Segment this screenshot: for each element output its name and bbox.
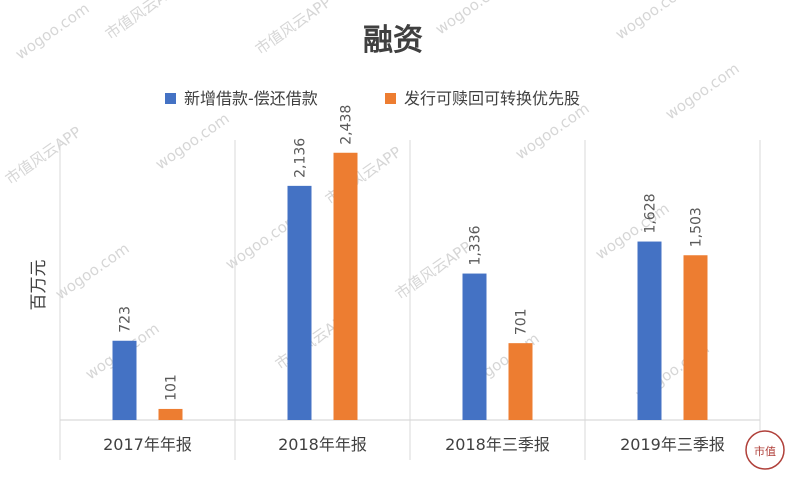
bar-series-1 <box>637 241 662 420</box>
watermark-text: 市值风云APP <box>252 0 335 58</box>
legend-swatch-series-2 <box>385 93 396 104</box>
bar-series-1 <box>287 185 312 420</box>
data-label-series-1: 2,136 <box>293 138 309 178</box>
x-axis-ticks: 2017年年报 2018年年报 2018年三季报 2019年三季报 <box>103 435 725 454</box>
watermark-text: wogoo.com <box>52 239 133 303</box>
data-label-series-2: 101 <box>164 374 180 401</box>
watermark-text: 市值风云APP <box>392 238 475 303</box>
watermark-text: wogoo.com <box>662 59 743 123</box>
watermark-text: wogoo.com <box>152 109 233 173</box>
data-label-series-1: 1,628 <box>643 193 659 233</box>
watermark-text: wogoo.com <box>432 0 513 38</box>
data-label-series-2: 701 <box>514 308 530 335</box>
legend: 新增借款-偿还借款 发行可赎回可转换优先股 <box>165 89 580 108</box>
watermark-text: wogoo.com <box>12 0 93 63</box>
y-axis-label: 百万元 <box>29 260 49 311</box>
watermark-seal-text: 市值 <box>754 444 776 458</box>
data-label-series-1: 1,336 <box>468 225 484 265</box>
legend-swatch-series-1 <box>165 93 176 104</box>
bar-series-2 <box>333 152 358 420</box>
x-tick-label: 2017年年报 <box>103 435 192 454</box>
watermark-text: wogoo.com <box>512 99 593 163</box>
bar-series-2 <box>508 343 533 420</box>
bar-series-2 <box>158 408 183 420</box>
data-label-series-2: 1,503 <box>689 207 705 247</box>
watermark-text: 市值风云APP <box>102 0 185 43</box>
bars <box>112 152 708 420</box>
chart-title: 融资 <box>363 23 423 58</box>
legend-label-series-1: 新增借款-偿还借款 <box>184 89 318 108</box>
x-tick-label: 2018年年报 <box>278 435 367 454</box>
x-tick-label: 2018年三季报 <box>445 435 550 454</box>
data-labels: 723 101 2,136 2,438 1,336 701 1,628 1,503 <box>118 105 705 401</box>
data-label-series-2: 2,438 <box>339 105 355 145</box>
bar-series-2 <box>683 255 708 420</box>
watermark-seal: 市值 <box>745 430 785 470</box>
data-label-series-1: 723 <box>118 306 134 333</box>
bar-series-1 <box>462 273 487 420</box>
watermark-text: 市值风云APP <box>2 123 85 188</box>
bar-series-1 <box>112 340 137 420</box>
legend-label-series-2: 发行可赎回可转换优先股 <box>404 89 580 108</box>
x-tick-label: 2019年三季报 <box>620 435 725 454</box>
watermark-text: wogoo.com <box>612 0 693 43</box>
